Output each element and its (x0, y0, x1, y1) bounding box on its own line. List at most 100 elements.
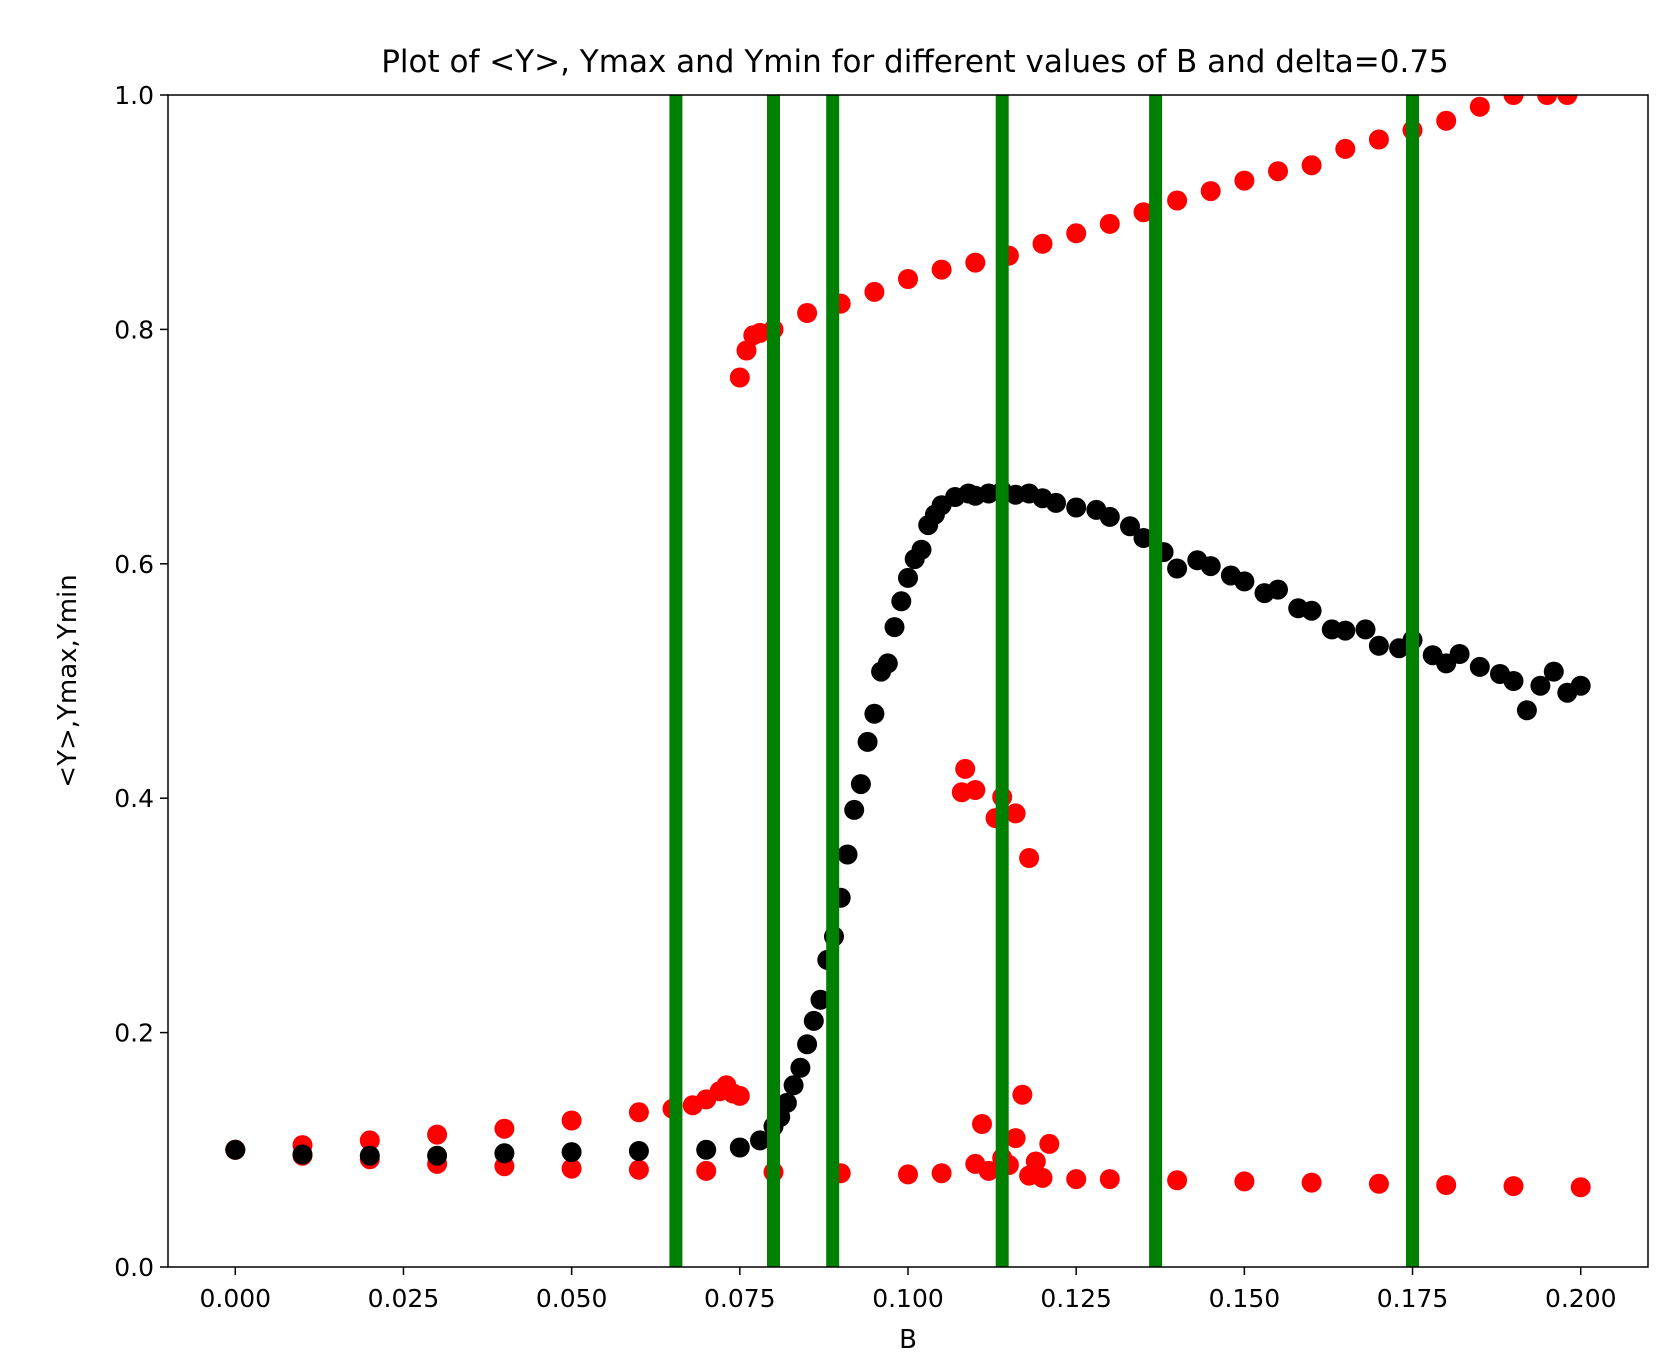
ymean-point-55 (1234, 571, 1255, 592)
ymean-point-25 (864, 703, 885, 724)
ymax_lower-point-2 (359, 1130, 380, 1151)
ymax_upper-point-8 (898, 269, 918, 289)
ymin-point-13 (978, 1160, 999, 1181)
ymean-point-13 (783, 1075, 804, 1096)
ymean-point-49 (1133, 528, 1154, 548)
ymax_upper-point-22 (1368, 129, 1389, 150)
ymax_upper-point-26 (1503, 95, 1524, 105)
ymax_upper-point-27 (1537, 95, 1558, 105)
ymean-point-1 (292, 1144, 313, 1165)
ymin-point-25 (1570, 1177, 1591, 1198)
ymean-point-62 (1355, 619, 1376, 640)
ymin-point-24 (1503, 1176, 1524, 1197)
x-axis: 0.000 0.025 0.050 0.075 0.100 0.125 0.150 0.175… (199, 1267, 1617, 1313)
ymean-point-47 (1099, 506, 1120, 527)
ymean-point-7 (696, 1139, 717, 1160)
ymean-point-23 (850, 774, 871, 795)
ymax_upper-point-21 (1335, 138, 1356, 159)
y-tick-label-0: 0.0 (114, 1253, 154, 1282)
y-tick-label-5: 1.0 (114, 81, 154, 110)
ymax_upper-point-7 (864, 281, 885, 302)
ymax_upper-point-15 (1133, 202, 1154, 223)
y-tick-label-1: 0.2 (114, 1019, 154, 1048)
ymin-point-16 (1032, 1167, 1053, 1188)
x-tick-label-1: 0.025 (368, 1284, 440, 1313)
ymean-point-69 (1469, 656, 1490, 677)
ymin-point-5 (561, 1158, 582, 1179)
ymean-point-22 (844, 799, 865, 820)
y-axis: 0.0 0.2 0.4 0.6 0.8 1.0 (114, 81, 168, 1282)
ymean-point-21 (837, 844, 858, 865)
ymean-point-32 (911, 539, 932, 560)
ymin-point-6 (628, 1159, 649, 1180)
y_scattered-point-11 (1025, 1151, 1046, 1172)
ymin-point-11 (931, 1163, 952, 1184)
x-tick-label-8: 0.200 (1545, 1284, 1617, 1313)
x-tick-label-5: 0.125 (1040, 1284, 1112, 1313)
ymean-point-17 (810, 989, 831, 1010)
ymean-point-4 (494, 1143, 515, 1164)
ymax_upper-point-9 (931, 259, 952, 280)
ymax_upper-point-0 (729, 367, 750, 388)
x-axis-label: B (899, 1325, 917, 1355)
ymax_lower-point-5 (561, 1110, 582, 1131)
y_scattered-point-6 (1019, 848, 1040, 868)
x-tick-label-3: 0.075 (704, 1284, 776, 1313)
ymax_lower-point-4 (494, 1118, 515, 1139)
data-points-layer (225, 95, 1591, 1198)
ymin-point-20 (1234, 1171, 1255, 1192)
ymean-point-2 (359, 1145, 380, 1166)
ymean-point-16 (803, 1010, 824, 1031)
ymean-point-14 (790, 1057, 811, 1078)
ymin-point-21 (1301, 1172, 1322, 1193)
chart-title: Plot of <Y>, Ymax and Ymin for different… (381, 44, 1449, 80)
ymean-point-12 (776, 1092, 797, 1113)
ymean-point-24 (857, 731, 878, 752)
ymax_upper-point-18 (1234, 170, 1255, 191)
ymax_lower-point-6 (628, 1102, 649, 1123)
ymax_upper-point-20 (1301, 155, 1322, 176)
ymax_upper-point-24 (1436, 110, 1457, 131)
ymin-point-7 (696, 1160, 717, 1181)
ymean-point-53 (1200, 556, 1221, 577)
x-tick-label-6: 0.150 (1209, 1284, 1281, 1313)
ymean-point-74 (1543, 661, 1564, 682)
ymean-point-63 (1368, 635, 1389, 656)
ymax_upper-point-14 (1099, 213, 1120, 234)
y_scattered-point-9 (1005, 1128, 1026, 1149)
y_scattered-point-5 (1005, 803, 1026, 824)
ymean-point-6 (628, 1141, 649, 1161)
ymax_upper-point-12 (1032, 233, 1053, 254)
ymean-point-76 (1570, 675, 1591, 696)
ymean-point-27 (877, 653, 898, 674)
y-tick-label-4: 0.8 (114, 315, 154, 344)
ymin-point-10 (898, 1164, 918, 1185)
x-tick-label-2: 0.050 (536, 1284, 608, 1313)
ymax_upper-point-10 (965, 252, 986, 273)
ymax_upper-point-25 (1469, 96, 1490, 117)
ymean-point-0 (225, 1139, 246, 1160)
ymean-point-8 (729, 1137, 750, 1158)
y_scattered-point-1 (955, 758, 976, 779)
y-axis-label: <Y>,Ymax,Ymin (53, 574, 83, 787)
ymean-point-30 (898, 567, 918, 588)
ymin-point-17 (1066, 1169, 1087, 1190)
ymin-point-22 (1368, 1173, 1389, 1194)
ymax_upper-point-17 (1200, 181, 1221, 202)
ymax_lower-point-13 (729, 1085, 750, 1106)
ymax_upper-point-5 (797, 303, 818, 323)
vertical-lines-layer (669, 95, 1419, 1267)
ymax_lower-point-3 (427, 1124, 448, 1145)
ymean-point-51 (1167, 558, 1188, 579)
y-tick-label-2: 0.4 (114, 784, 154, 813)
x-tick-label-7: 0.175 (1377, 1284, 1449, 1313)
ymax_upper-point-19 (1268, 161, 1288, 182)
ymean-point-15 (797, 1034, 818, 1055)
ymean-point-68 (1449, 644, 1470, 664)
ymin-point-19 (1167, 1170, 1188, 1191)
ymean-point-73 (1530, 675, 1551, 696)
ymean-point-71 (1503, 671, 1524, 691)
y_scattered-point-10 (1012, 1084, 1033, 1105)
ymean-point-48 (1120, 516, 1140, 537)
x-tick-label-4: 0.100 (872, 1284, 944, 1313)
